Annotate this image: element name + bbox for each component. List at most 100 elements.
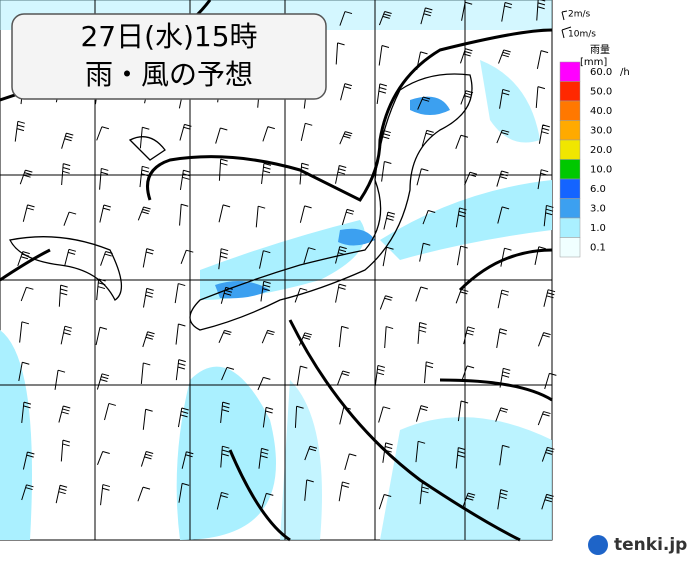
wind-barb: [19, 321, 30, 343]
wind-barb: [96, 126, 110, 141]
wind-barb: [304, 445, 318, 461]
wind-barb: [60, 439, 71, 462]
legend-swatch: [559, 139, 581, 160]
wind-barb: [18, 361, 30, 381]
wind-barb: [139, 126, 150, 149]
wind-barb: [499, 444, 510, 466]
wind-barb: [140, 450, 154, 467]
wind-barb: [543, 204, 554, 227]
wind-barb: [218, 158, 228, 181]
wind-barb: [423, 361, 434, 384]
wind-barb: [294, 405, 304, 428]
wind-barb: [218, 329, 232, 344]
legend-swatch: [559, 237, 581, 258]
wind-barb: [379, 130, 391, 148]
wind-barb: [456, 245, 468, 266]
wind-barb: [137, 206, 151, 221]
wind-barb: [534, 246, 546, 265]
wind-barb: [64, 248, 77, 267]
wind-barb: [455, 207, 467, 228]
legend-label: 3.0: [590, 204, 606, 215]
legend-label: 1.0: [590, 223, 606, 234]
legend-swatch: [559, 61, 581, 82]
wind-barb: [139, 165, 150, 188]
legend-swatch: [559, 81, 581, 102]
legend-label: 40.0: [590, 106, 612, 117]
legend-label: 0.1: [590, 243, 606, 254]
wind-barb: [20, 286, 34, 302]
wind-barb: [339, 406, 351, 425]
wind-legend-label: 2m/s: [568, 10, 591, 20]
wind-barb: [339, 131, 353, 145]
wind-barb: [218, 204, 231, 223]
wind-barb: [258, 447, 269, 469]
wind-barb: [384, 326, 394, 349]
wind-barb: [99, 167, 109, 190]
title-box: [11, 13, 327, 100]
wind-barb: [415, 286, 428, 302]
legend-swatch: [559, 120, 581, 141]
wind-barb: [58, 405, 71, 423]
wind-barb: [381, 161, 392, 182]
wind-barb: [419, 242, 431, 262]
wind-barb: [455, 134, 469, 149]
legend-label: 30.0: [590, 126, 612, 137]
wind-barb: [496, 129, 510, 144]
wind-barb: [422, 209, 436, 225]
wind-barb: [378, 406, 391, 423]
wind-barb: [19, 169, 33, 185]
wind-barb: [344, 453, 357, 470]
wind-barb: [180, 249, 194, 265]
wind-barb: [337, 370, 350, 385]
wind-barb: [140, 362, 151, 385]
wind-barb: [497, 289, 510, 309]
wind-barb: [501, 2, 513, 22]
wind-barb: [417, 322, 427, 344]
wind-barb: [97, 450, 110, 466]
wind-barb: [221, 366, 235, 381]
wind-barb: [303, 247, 316, 264]
wind-barb: [21, 484, 34, 501]
logo-icon: [588, 535, 608, 555]
wind-barb: [175, 359, 186, 381]
wind-barb: [17, 251, 30, 267]
wind-barb: [304, 479, 314, 501]
wind-barb: [496, 328, 508, 349]
wind-barb: [261, 492, 274, 509]
wind-barb: [462, 492, 476, 508]
wind-barb: [299, 205, 312, 223]
wind-barb: [535, 86, 546, 108]
wind-barb: [374, 364, 386, 386]
wind-barb: [455, 288, 469, 304]
legend-swatch: [559, 178, 581, 199]
wind-barb: [220, 445, 230, 468]
wind-barb: [137, 486, 151, 502]
wind-barb: [177, 407, 189, 428]
wind-barb: [382, 442, 393, 463]
wind-barb: [543, 289, 556, 307]
legend-label: 10.0: [590, 165, 612, 176]
wind-barb: [95, 326, 108, 346]
wind-barb: [416, 51, 428, 70]
wind-barb: [457, 400, 469, 422]
wind-barb: [181, 451, 194, 469]
wind-barb: [420, 7, 433, 25]
legend-label: 20.0: [590, 145, 612, 156]
wind-barb: [421, 129, 434, 147]
wind-barb: [96, 278, 106, 301]
wind-barb: [99, 204, 111, 223]
wind-barb: [22, 451, 35, 470]
wind-barb: [96, 373, 110, 390]
wind-barb: [218, 248, 229, 270]
wind-barb: [419, 482, 430, 505]
wind-barb: [379, 295, 393, 310]
rain-legend-unit: [mm]: [580, 57, 607, 68]
wind-barb: [260, 280, 271, 302]
wind-barbs: [14, 0, 557, 510]
wind-barb: [544, 372, 557, 390]
wind-barb: [461, 1, 473, 21]
wind-barb: [261, 329, 275, 344]
wind-barb: [335, 246, 347, 264]
wind-barb: [261, 162, 272, 184]
